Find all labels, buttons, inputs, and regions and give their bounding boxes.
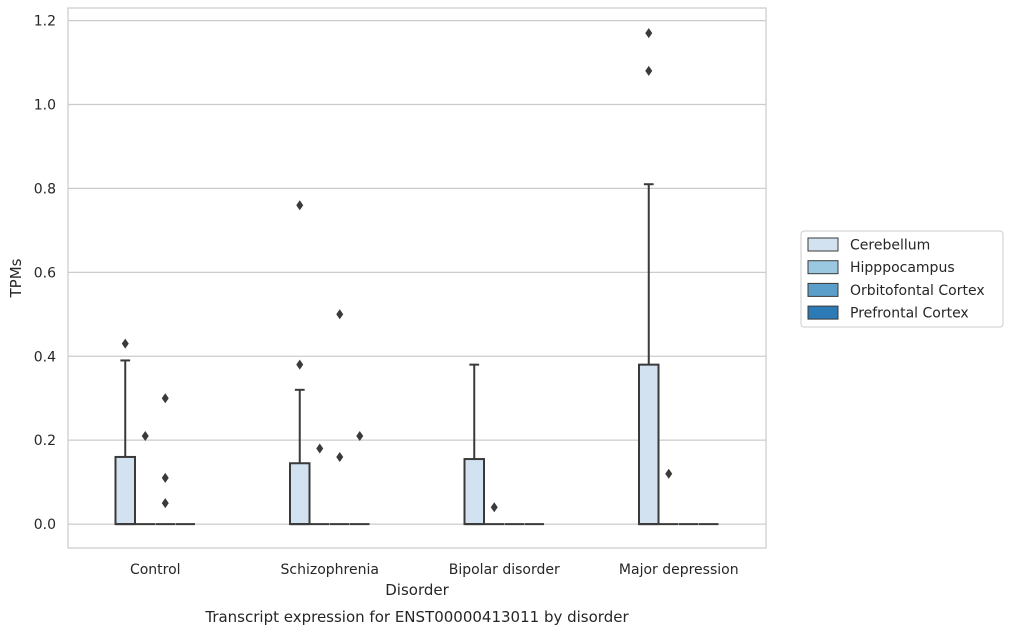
x-tick-label: Major depression (619, 562, 739, 578)
outlier-point (665, 468, 673, 479)
outlier-point (121, 338, 129, 349)
y-tick-label: 0.6 (34, 265, 56, 281)
box-2-0 (463, 363, 485, 526)
legend-label: Hipppocampus (850, 260, 955, 276)
outlier-point (296, 200, 304, 211)
outlier-point (161, 498, 169, 509)
box-0-0 (114, 338, 136, 526)
plot-area (68, 8, 766, 548)
box-0-2 (155, 393, 175, 526)
grid-lines (68, 19, 766, 525)
box-2-1 (484, 502, 504, 526)
box-body (463, 458, 485, 526)
box-body (289, 462, 311, 526)
x-tick-label: Control (130, 562, 181, 578)
x-tick-label: Bipolar disorder (449, 562, 560, 578)
outlier-point (161, 393, 169, 404)
legend-label: Cerebellum (850, 238, 930, 254)
x-tick-label: Schizophrenia (281, 562, 379, 578)
box-body (638, 363, 660, 526)
box-1-2 (330, 309, 350, 526)
outlier-point (490, 502, 498, 513)
plot-frame (67, 7, 767, 549)
box-1-1 (310, 443, 330, 526)
y-axis-label: TPMs (7, 258, 25, 298)
outlier-point (645, 65, 653, 76)
y-tick-label: 0.8 (34, 181, 56, 197)
box-body (114, 455, 136, 526)
box-0-1 (135, 430, 155, 526)
legend: Cerebellum Hipppocampus Orbitofontal Corte… (800, 230, 1004, 328)
x-tick-labels: Control Schizophrenia Bipolar disorder Majo… (130, 562, 739, 578)
y-tick-label: 0.0 (34, 517, 56, 533)
outlier-point (336, 309, 344, 320)
x-axis-label: Disorder (385, 581, 449, 599)
y-tick-labels: 0.0 0.2 0.4 0.6 0.8 1.0 1.2 (34, 14, 56, 533)
y-tick-label: 1.2 (34, 14, 56, 30)
outlier-point (161, 472, 169, 483)
outlier-point (296, 359, 304, 370)
legend-swatch (807, 237, 839, 252)
y-tick-label: 0.2 (34, 433, 56, 449)
outlier-point (141, 430, 149, 441)
outlier-point (336, 451, 344, 462)
box-1-3 (350, 430, 370, 526)
box-groups (114, 28, 719, 526)
legend-label: Prefrontal Cortex (850, 306, 969, 322)
outlier-point (316, 443, 324, 454)
legend-label: Orbitofontal Cortex (850, 283, 985, 299)
box-1-0 (289, 200, 311, 526)
y-tick-label: 0.4 (34, 349, 56, 365)
box-3-1 (659, 468, 679, 526)
y-tick-label: 1.0 (34, 98, 56, 114)
legend-swatch (807, 305, 839, 320)
legend-swatch (807, 282, 839, 297)
chart-caption: Transcript expression for ENST0000041301… (204, 608, 629, 626)
legend-frame (800, 230, 1004, 328)
outlier-point (645, 28, 653, 39)
box-3-0 (638, 28, 660, 526)
outlier-point (356, 430, 364, 441)
legend-swatch (807, 260, 839, 275)
